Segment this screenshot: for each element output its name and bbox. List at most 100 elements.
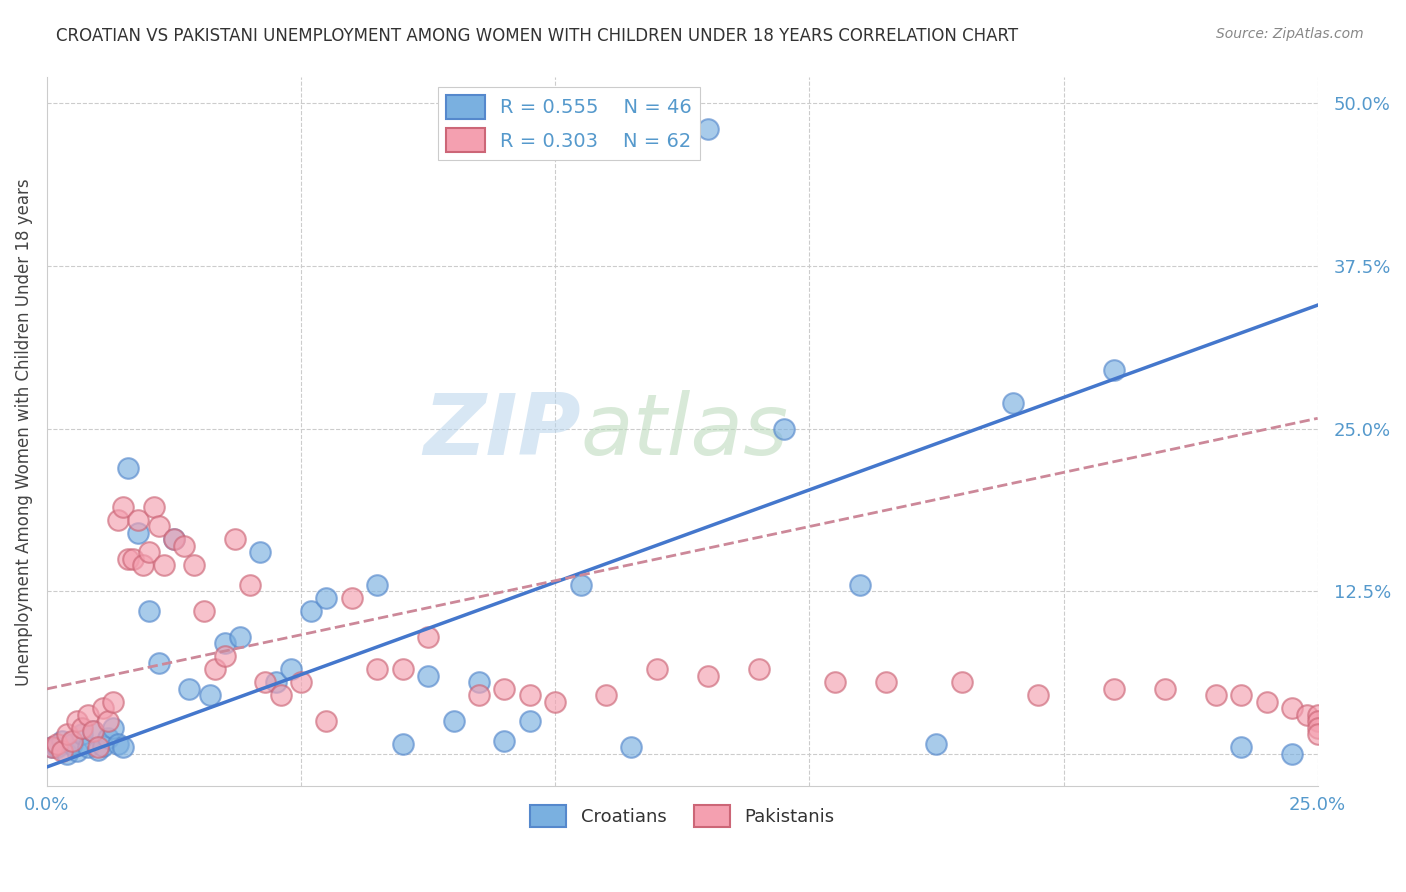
Text: CROATIAN VS PAKISTANI UNEMPLOYMENT AMONG WOMEN WITH CHILDREN UNDER 18 YEARS CORR: CROATIAN VS PAKISTANI UNEMPLOYMENT AMONG… xyxy=(56,27,1018,45)
Point xyxy=(173,539,195,553)
Point xyxy=(391,662,413,676)
Point xyxy=(66,744,89,758)
Point xyxy=(127,513,149,527)
Point xyxy=(340,591,363,605)
Point xyxy=(163,533,186,547)
Point xyxy=(249,545,271,559)
Point xyxy=(1306,727,1329,741)
Point xyxy=(299,604,322,618)
Point xyxy=(60,737,83,751)
Point xyxy=(107,737,129,751)
Point xyxy=(76,707,98,722)
Point xyxy=(46,740,69,755)
Point xyxy=(66,714,89,729)
Point xyxy=(1230,740,1253,755)
Point xyxy=(224,533,246,547)
Point xyxy=(1230,689,1253,703)
Point xyxy=(264,675,287,690)
Point xyxy=(82,723,104,738)
Point xyxy=(1154,681,1177,696)
Point xyxy=(875,675,897,690)
Point xyxy=(239,578,262,592)
Point xyxy=(56,747,79,761)
Point xyxy=(315,591,337,605)
Point xyxy=(112,500,135,514)
Point xyxy=(747,662,769,676)
Point xyxy=(494,681,516,696)
Point xyxy=(595,689,617,703)
Text: atlas: atlas xyxy=(581,391,789,474)
Point xyxy=(117,460,139,475)
Point xyxy=(46,737,69,751)
Point xyxy=(214,649,236,664)
Point xyxy=(97,731,120,746)
Point xyxy=(1026,689,1049,703)
Point xyxy=(214,636,236,650)
Point xyxy=(41,740,63,755)
Point xyxy=(1306,714,1329,729)
Point xyxy=(1104,681,1126,696)
Point xyxy=(72,721,94,735)
Point xyxy=(366,662,388,676)
Point xyxy=(696,669,718,683)
Point xyxy=(519,714,541,729)
Point xyxy=(1281,747,1303,761)
Point xyxy=(60,734,83,748)
Point xyxy=(824,675,846,690)
Point xyxy=(179,681,201,696)
Legend: Croatians, Pakistanis: Croatians, Pakistanis xyxy=(523,797,842,834)
Y-axis label: Unemployment Among Women with Children Under 18 years: Unemployment Among Women with Children U… xyxy=(15,178,32,686)
Point xyxy=(849,578,872,592)
Point xyxy=(198,689,221,703)
Point xyxy=(148,656,170,670)
Point xyxy=(51,734,73,748)
Point xyxy=(1001,395,1024,409)
Point xyxy=(925,737,948,751)
Point xyxy=(138,545,160,559)
Point xyxy=(773,422,796,436)
Point xyxy=(163,533,186,547)
Point xyxy=(620,740,643,755)
Text: Source: ZipAtlas.com: Source: ZipAtlas.com xyxy=(1216,27,1364,41)
Point xyxy=(72,727,94,741)
Point xyxy=(290,675,312,690)
Point xyxy=(117,551,139,566)
Point xyxy=(1104,363,1126,377)
Point xyxy=(127,525,149,540)
Point xyxy=(51,744,73,758)
Point xyxy=(416,669,439,683)
Point xyxy=(91,739,114,753)
Point xyxy=(1306,721,1329,735)
Point xyxy=(183,558,205,573)
Point xyxy=(193,604,215,618)
Point xyxy=(1256,695,1278,709)
Point xyxy=(87,740,110,755)
Point xyxy=(41,740,63,755)
Point xyxy=(519,689,541,703)
Point xyxy=(229,630,252,644)
Point xyxy=(280,662,302,676)
Point xyxy=(132,558,155,573)
Point xyxy=(645,662,668,676)
Point xyxy=(494,734,516,748)
Point xyxy=(56,727,79,741)
Point xyxy=(101,721,124,735)
Text: ZIP: ZIP xyxy=(423,391,581,474)
Point xyxy=(1296,707,1319,722)
Point xyxy=(97,714,120,729)
Point xyxy=(468,675,491,690)
Point xyxy=(82,723,104,738)
Point xyxy=(1306,707,1329,722)
Point xyxy=(107,513,129,527)
Point xyxy=(101,695,124,709)
Point xyxy=(153,558,176,573)
Point xyxy=(696,122,718,136)
Point xyxy=(91,701,114,715)
Point xyxy=(270,689,292,703)
Point xyxy=(142,500,165,514)
Point xyxy=(138,604,160,618)
Point xyxy=(148,519,170,533)
Point xyxy=(1281,701,1303,715)
Point xyxy=(443,714,465,729)
Point xyxy=(416,630,439,644)
